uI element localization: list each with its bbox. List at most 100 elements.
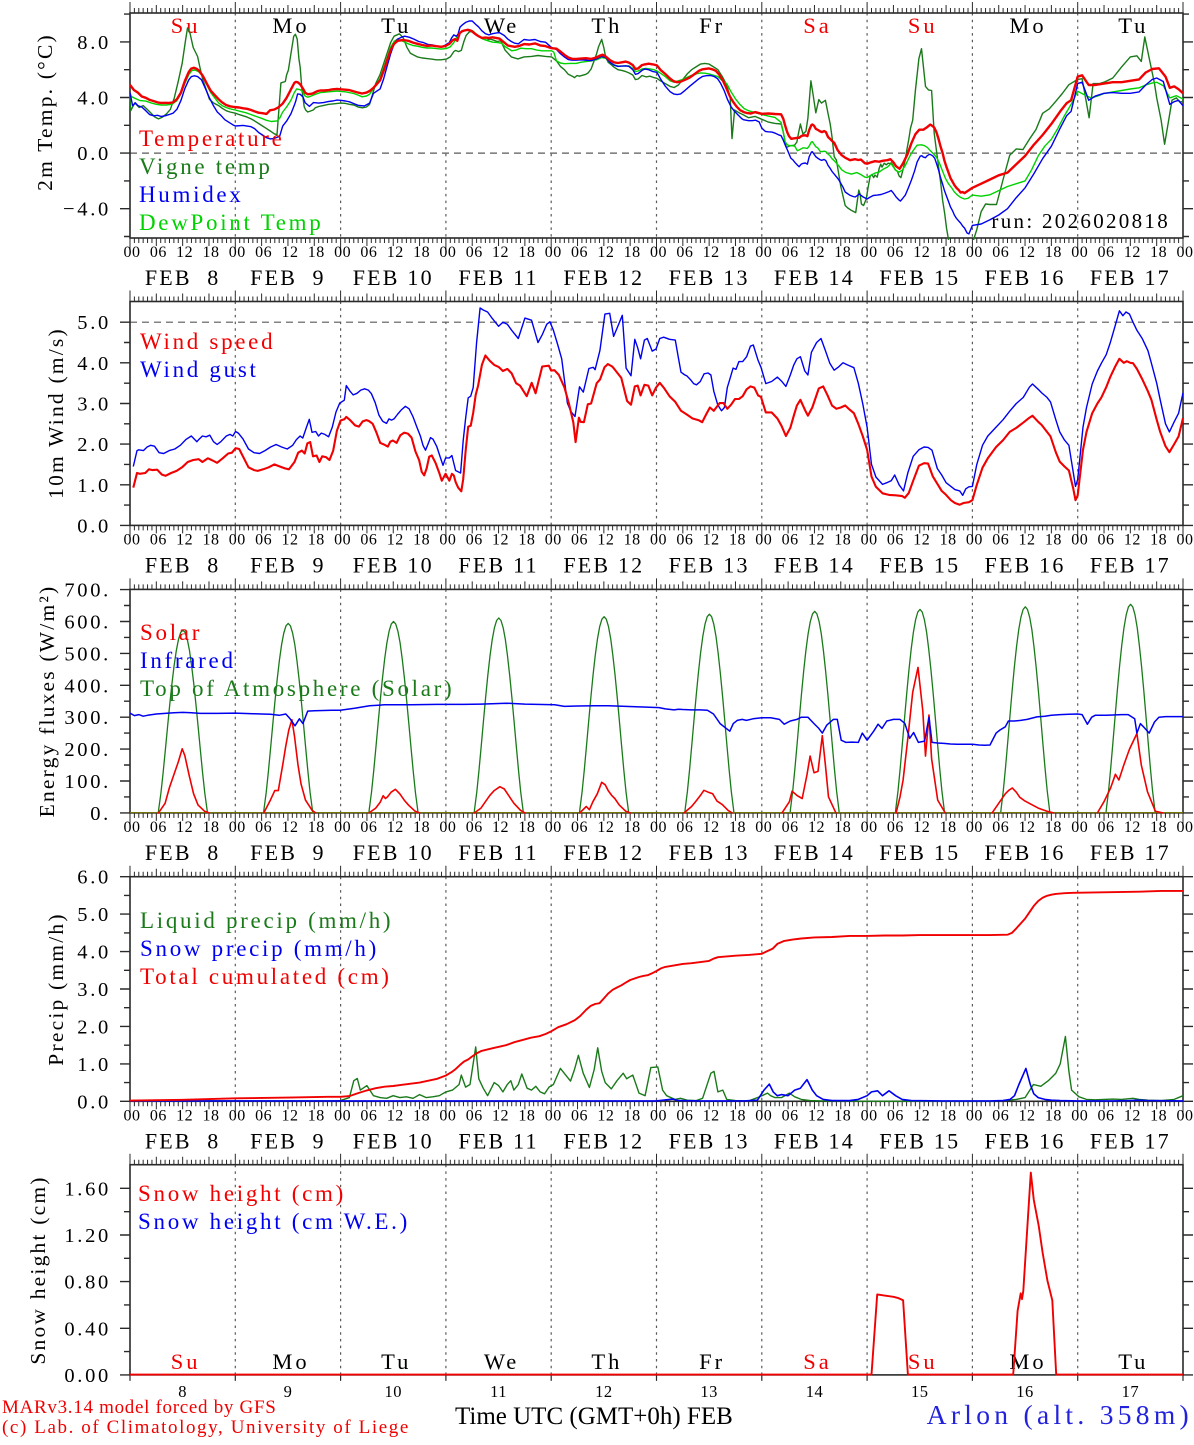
svg-text:00: 00 bbox=[650, 531, 667, 548]
svg-text:4.0: 4.0 bbox=[77, 88, 111, 110]
svg-text:FEB 12: FEB 12 bbox=[563, 552, 644, 577]
svg-text:18: 18 bbox=[1045, 244, 1062, 261]
svg-text:Su: Su bbox=[171, 13, 201, 38]
svg-text:18: 18 bbox=[729, 1107, 746, 1124]
svg-text:18: 18 bbox=[518, 244, 535, 261]
svg-text:12: 12 bbox=[1019, 1107, 1036, 1124]
svg-text:06: 06 bbox=[1098, 819, 1115, 836]
svg-text:1.0: 1.0 bbox=[77, 1054, 111, 1076]
svg-text:12: 12 bbox=[176, 819, 193, 836]
svg-text:06: 06 bbox=[676, 531, 693, 548]
svg-text:06: 06 bbox=[676, 244, 693, 261]
svg-text:00: 00 bbox=[1071, 819, 1088, 836]
svg-text:Sa: Sa bbox=[803, 1349, 832, 1374]
svg-text:18: 18 bbox=[729, 819, 746, 836]
svg-text:18: 18 bbox=[834, 531, 851, 548]
svg-text:12: 12 bbox=[387, 244, 404, 261]
svg-text:Tu: Tu bbox=[381, 1349, 411, 1374]
svg-text:06: 06 bbox=[887, 244, 904, 261]
svg-text:12: 12 bbox=[492, 819, 509, 836]
svg-text:12: 12 bbox=[808, 819, 825, 836]
svg-text:12: 12 bbox=[1124, 244, 1141, 261]
svg-text:06: 06 bbox=[1098, 531, 1115, 548]
svg-text:06: 06 bbox=[360, 531, 377, 548]
svg-text:00: 00 bbox=[966, 1107, 983, 1124]
svg-text:FEB 16: FEB 16 bbox=[985, 552, 1066, 577]
svg-text:12: 12 bbox=[597, 819, 614, 836]
svg-text:06: 06 bbox=[466, 531, 483, 548]
svg-text:06: 06 bbox=[255, 531, 272, 548]
svg-text:06: 06 bbox=[571, 244, 588, 261]
svg-text:FEB 8: FEB 8 bbox=[145, 840, 221, 865]
svg-text:200.: 200. bbox=[64, 739, 111, 761]
svg-text:06: 06 bbox=[992, 244, 1009, 261]
svg-text:06: 06 bbox=[466, 1107, 483, 1124]
svg-text:10: 10 bbox=[385, 1382, 403, 1401]
svg-text:FEB 13: FEB 13 bbox=[669, 265, 750, 290]
svg-text:00: 00 bbox=[861, 1107, 878, 1124]
svg-text:Mo: Mo bbox=[1009, 13, 1046, 38]
svg-text:12: 12 bbox=[808, 1107, 825, 1124]
svg-text:We: We bbox=[484, 1349, 519, 1374]
svg-text:18: 18 bbox=[518, 1107, 535, 1124]
svg-text:00: 00 bbox=[755, 1107, 772, 1124]
svg-text:FEB 11: FEB 11 bbox=[458, 1128, 538, 1153]
svg-text:00: 00 bbox=[1071, 244, 1088, 261]
svg-text:12: 12 bbox=[387, 1107, 404, 1124]
svg-text:16: 16 bbox=[1016, 1382, 1034, 1401]
svg-text:0.0: 0.0 bbox=[77, 515, 111, 537]
svg-text:12: 12 bbox=[281, 244, 298, 261]
svg-text:06: 06 bbox=[150, 244, 167, 261]
svg-text:18: 18 bbox=[834, 819, 851, 836]
svg-text:00: 00 bbox=[124, 244, 141, 261]
svg-text:11: 11 bbox=[490, 1382, 507, 1401]
svg-text:0.00: 0.00 bbox=[64, 1365, 111, 1387]
svg-text:Total cumulated (cm): Total cumulated (cm) bbox=[140, 964, 392, 989]
svg-text:Snow precip (mm/h): Snow precip (mm/h) bbox=[140, 936, 379, 961]
svg-text:00: 00 bbox=[334, 531, 351, 548]
svg-text:5.0: 5.0 bbox=[77, 904, 111, 926]
svg-text:14: 14 bbox=[806, 1382, 824, 1401]
svg-text:12: 12 bbox=[492, 531, 509, 548]
svg-text:00: 00 bbox=[650, 244, 667, 261]
svg-text:00: 00 bbox=[755, 531, 772, 548]
svg-text:18: 18 bbox=[202, 819, 219, 836]
svg-text:12: 12 bbox=[1019, 244, 1036, 261]
svg-text:FEB 15: FEB 15 bbox=[879, 840, 960, 865]
svg-text:18: 18 bbox=[413, 244, 430, 261]
svg-text:00: 00 bbox=[1177, 1107, 1194, 1124]
svg-text:0.0: 0.0 bbox=[77, 1091, 111, 1113]
svg-text:06: 06 bbox=[571, 819, 588, 836]
svg-text:06: 06 bbox=[782, 244, 799, 261]
svg-text:12: 12 bbox=[808, 531, 825, 548]
svg-text:Wind speed: Wind speed bbox=[140, 329, 275, 354]
svg-text:Fr: Fr bbox=[699, 13, 725, 38]
svg-text:18: 18 bbox=[624, 1107, 641, 1124]
svg-text:00: 00 bbox=[545, 1107, 562, 1124]
svg-text:06: 06 bbox=[782, 1107, 799, 1124]
svg-text:Solar: Solar bbox=[140, 620, 202, 645]
svg-text:18: 18 bbox=[202, 1107, 219, 1124]
svg-text:Su: Su bbox=[908, 13, 938, 38]
svg-text:06: 06 bbox=[360, 819, 377, 836]
svg-text:Precip (mm/h): Precip (mm/h) bbox=[44, 912, 68, 1065]
svg-text:Wind gust: Wind gust bbox=[140, 357, 259, 382]
svg-text:Th: Th bbox=[591, 1349, 622, 1374]
svg-text:12: 12 bbox=[176, 1107, 193, 1124]
svg-text:12: 12 bbox=[387, 531, 404, 548]
svg-text:12: 12 bbox=[808, 244, 825, 261]
svg-text:18: 18 bbox=[729, 244, 746, 261]
svg-text:18: 18 bbox=[518, 819, 535, 836]
svg-text:FEB 17: FEB 17 bbox=[1090, 1128, 1171, 1153]
svg-text:06: 06 bbox=[782, 531, 799, 548]
svg-text:9: 9 bbox=[284, 1382, 293, 1401]
svg-text:06: 06 bbox=[676, 819, 693, 836]
svg-text:00: 00 bbox=[334, 244, 351, 261]
svg-text:06: 06 bbox=[1098, 244, 1115, 261]
svg-text:00: 00 bbox=[966, 244, 983, 261]
svg-text:Snow height (cm W.E.): Snow height (cm W.E.) bbox=[138, 1209, 410, 1234]
svg-text:12: 12 bbox=[281, 1107, 298, 1124]
svg-text:00: 00 bbox=[229, 531, 246, 548]
svg-text:18: 18 bbox=[518, 531, 535, 548]
svg-text:00: 00 bbox=[229, 244, 246, 261]
